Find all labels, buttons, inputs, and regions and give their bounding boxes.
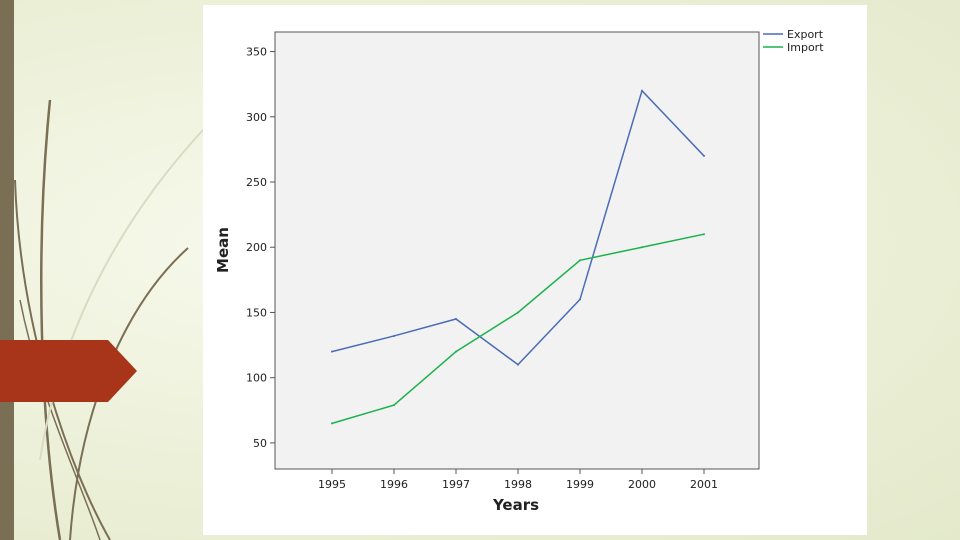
data-point-export [579,298,581,301]
y-axis-title: Mean [214,227,232,273]
left-accent-bar [0,0,14,540]
y-tick-label: 150 [246,306,267,319]
data-point-import [579,259,581,262]
x-tick-label: 1998 [504,478,532,491]
x-tick-label: 1999 [566,478,594,491]
data-point-import [331,422,333,425]
y-tick-label: 300 [246,111,267,124]
data-point-export [331,350,333,353]
data-point-export [455,317,457,320]
x-axis-title: Years [492,496,539,514]
data-point-export [393,334,395,337]
chart-panel: 50 100 150 200 250 300 350 1995 1996 1997 1998 199… [203,5,867,535]
legend-label-import: Import [787,41,824,54]
x-tick-label: 1996 [380,478,408,491]
data-point-export [641,89,643,92]
accent-arrow-tab [0,340,137,402]
legend-label-export: Export [787,28,824,41]
y-tick-label: 200 [246,241,267,254]
data-point-import [517,311,519,314]
y-tick-label: 100 [246,372,267,385]
y-tick-label: 50 [253,437,267,450]
data-point-export [703,154,705,157]
y-tick-label: 250 [246,176,267,189]
x-tick-label: 2001 [690,478,718,491]
data-point-import [393,404,395,407]
x-tick-label: 2000 [628,478,656,491]
data-point-export [517,363,519,366]
plot-area [274,31,760,470]
data-point-import [703,233,705,236]
x-tick-label: 1997 [442,478,470,491]
x-tick-label: 1995 [318,478,346,491]
data-point-import [455,350,457,353]
data-point-import [641,246,643,249]
line-chart: 50 100 150 200 250 300 350 1995 1996 1997 1998 199… [214,28,824,514]
y-tick-label: 350 [246,46,267,59]
